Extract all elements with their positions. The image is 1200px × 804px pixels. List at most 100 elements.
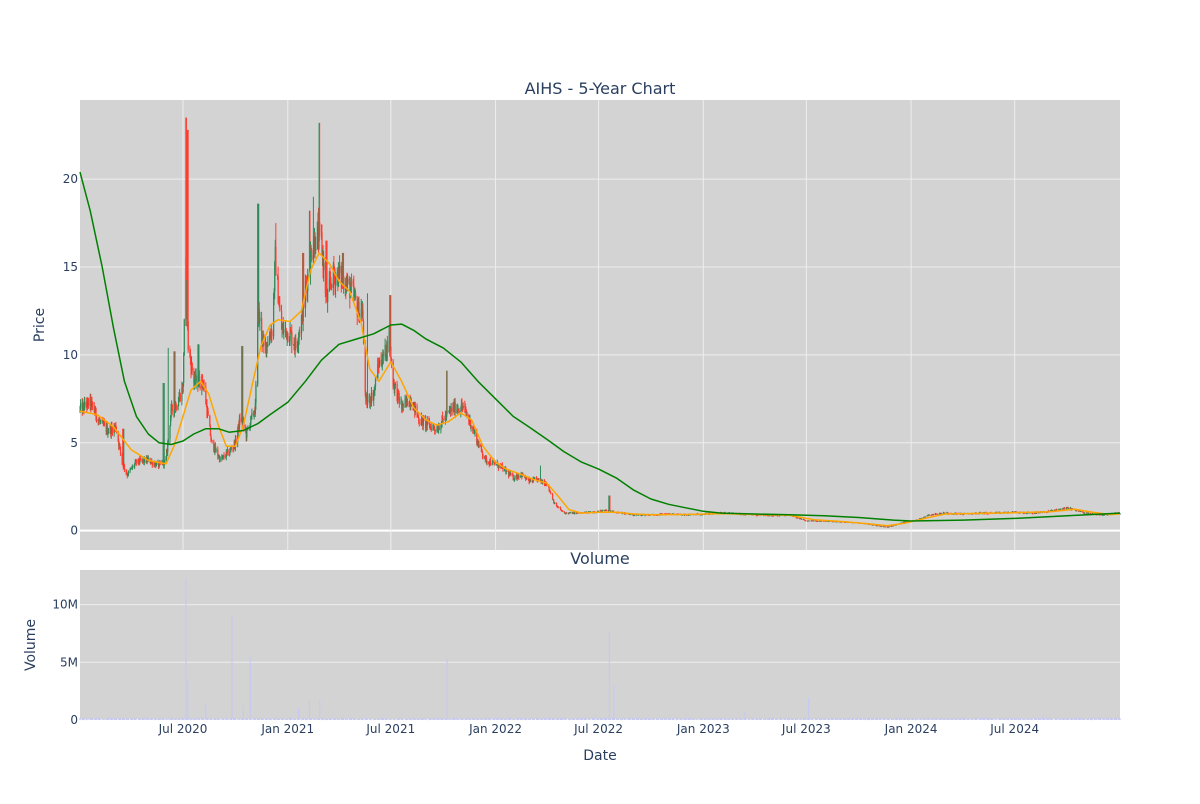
candle-body [259,317,261,322]
candle-body [171,404,173,412]
candle-body [343,276,345,290]
volume-bar [1072,718,1074,720]
volume-bar [645,718,647,720]
volume-y-tick-label: 5M [60,655,78,669]
volume-bar [837,717,839,720]
candle-body [478,444,480,447]
candle-body [514,475,516,479]
volume-bar [231,616,233,720]
candle-body [90,400,93,407]
volume-bar [1084,718,1086,720]
candle-body [486,461,488,463]
volume-bar [880,718,882,720]
candle-body [555,503,558,507]
volume-bar [786,718,789,720]
volume-bar [205,702,207,720]
volume-bar [797,719,799,720]
candle-body [932,514,934,515]
candle-body [291,331,293,345]
candle-body [250,416,252,424]
volume-bar [1104,718,1106,720]
volume-bar [960,718,962,720]
candle-body [888,526,891,528]
volume-bar [856,717,859,720]
volume-bar [1082,718,1085,720]
volume-bar [620,718,622,720]
volume-bar [910,718,912,720]
candle-body [548,486,550,491]
volume-bar [912,717,914,720]
volume-bar [135,717,137,720]
volume-bar [924,718,926,720]
candle-body [170,417,172,427]
volume-bar [87,719,90,720]
volume-bar [681,718,683,720]
candle-body [80,403,82,408]
volume-bar [325,718,327,720]
candle-body [558,507,560,509]
candle-body [434,429,436,432]
volume-bar [496,717,498,720]
candle-body [86,399,89,408]
volume-bar [307,719,309,720]
candle-body [461,403,463,408]
candle-body [209,426,212,436]
candle-body [841,521,843,523]
candle-body [127,471,130,475]
volume-bar [187,717,189,720]
volume-bar [1068,719,1070,720]
volume-bar [707,717,709,720]
candle-body [362,320,365,343]
volume-bar [332,718,334,720]
chart-title: AIHS - 5-Year Chart [525,79,676,98]
volume-bar [430,719,432,720]
volume-bar [975,718,978,720]
candle-body [151,461,153,466]
candle-body [155,462,157,467]
candle-body [390,346,392,360]
candle-body [612,510,615,513]
candle-body [255,384,257,404]
candle-body [481,449,483,453]
volume-bar [684,717,686,720]
volume-bar [397,718,399,720]
volume-bar [158,718,160,720]
volume-bar [927,717,929,720]
volume-bar [315,719,317,720]
volume-bar [604,717,606,720]
volume-bar [1096,718,1098,720]
volume-bar [891,718,893,720]
volume-bar [858,717,860,720]
volume-bar [189,717,191,720]
volume-bar [763,718,765,720]
volume-bar [566,719,568,721]
volume-bar [243,718,245,720]
volume-bar [183,718,185,720]
volume-bar [225,717,227,720]
candle-body [316,221,319,250]
volume-bar [1007,717,1010,720]
volume-bar [760,718,762,720]
volume-y-tick-label: 0 [70,713,78,727]
candle-body [381,361,383,367]
volume-bar [103,719,106,720]
volume-bar [299,717,301,720]
volume-bar [126,718,128,720]
volume-bar [633,718,636,720]
volume-bar [358,718,361,720]
candle-body [562,510,564,512]
candle-body [229,448,231,452]
volume-bar [761,719,763,721]
candle-body [460,410,462,413]
volume-bar [601,718,604,720]
candle-body [757,515,759,516]
volume-bar [233,717,235,720]
candle-body [891,526,893,527]
candle-body [374,379,377,388]
candle-body [187,321,189,350]
candle-body [123,464,126,470]
candle-body [530,481,532,482]
volume-bar [308,699,311,720]
volume-bar [900,717,903,720]
volume-bar [653,718,655,720]
